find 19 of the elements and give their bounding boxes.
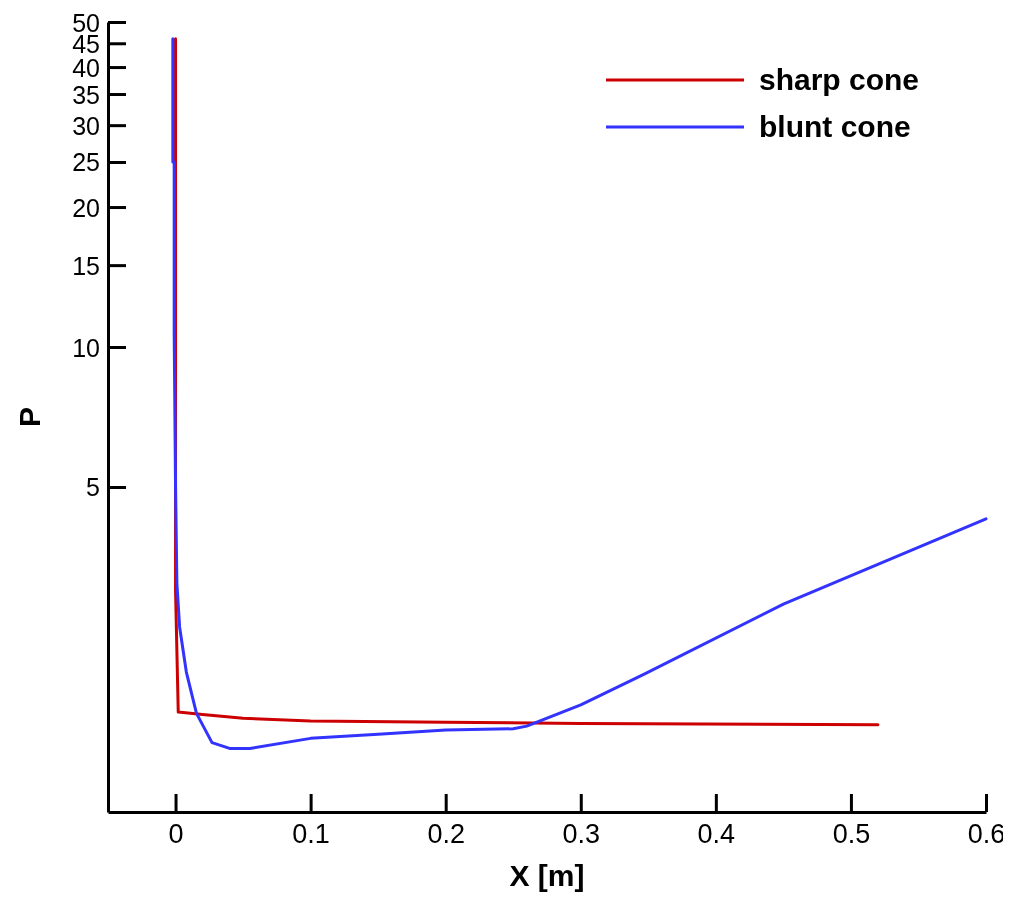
y-tick-label: 30	[72, 111, 100, 140]
y-tick-label: 25	[72, 148, 100, 177]
x-tick-label: 0.2	[427, 819, 465, 850]
y-axis-title: P	[13, 406, 46, 428]
line-series	[171, 37, 988, 750]
x-tick-label: 0.5	[832, 819, 871, 850]
y-tick-label: 10	[72, 333, 100, 362]
x-tick-label: 0	[168, 819, 184, 850]
x-axis-title: X [m]	[509, 859, 585, 892]
y-tick-label: 15	[72, 251, 100, 280]
x-tick-label: 0.1	[292, 819, 330, 850]
x-tick-label: 0.4	[697, 819, 736, 850]
x-tick-label: 0.3	[562, 819, 601, 850]
y-tick-label: 20	[72, 193, 100, 222]
y-tick-label: 40	[72, 53, 100, 82]
legend-label: blunt cone	[759, 110, 911, 143]
y-tick-label: 5	[86, 473, 100, 502]
y-tick-label: 35	[72, 80, 100, 109]
legend-label: sharp cone	[759, 63, 920, 96]
